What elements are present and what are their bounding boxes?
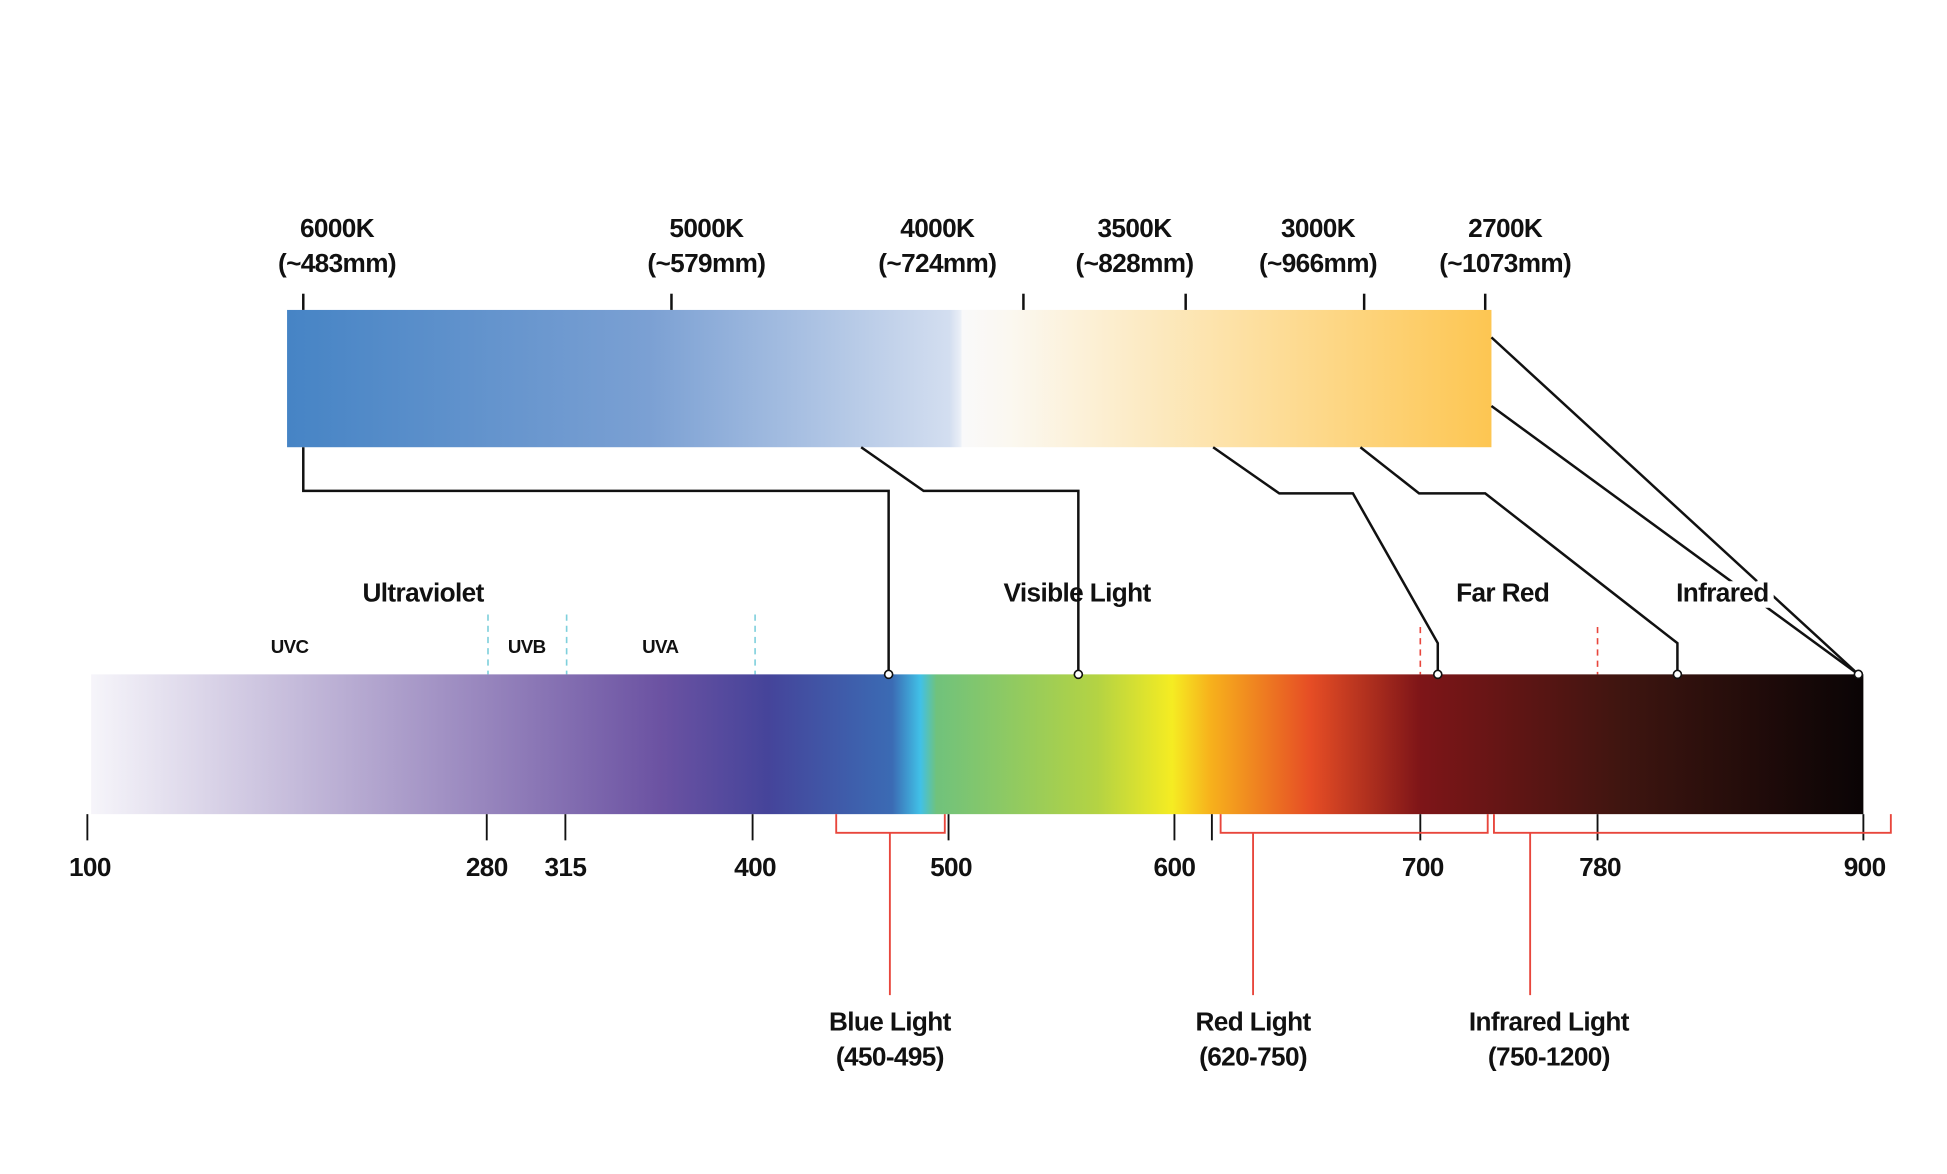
connector-dots xyxy=(883,669,1864,680)
red-dividers xyxy=(1419,626,1599,675)
kelvin-label: 6000K xyxy=(300,213,375,243)
uv-band-label: UVC xyxy=(271,636,309,657)
scale-label: 780 xyxy=(1579,852,1621,882)
range-values: (620-750) xyxy=(1199,1042,1307,1072)
kelvin-label: 2700K xyxy=(1468,213,1543,243)
range-values: (450-495) xyxy=(836,1042,944,1072)
range-name: Infrared Light xyxy=(1469,1007,1630,1037)
wavelength-label: (~483mm) xyxy=(278,248,396,278)
range-name: Red Light xyxy=(1196,1007,1312,1037)
uv-band-label: UVB xyxy=(508,636,546,657)
scale-ticks xyxy=(86,814,1865,841)
uv-band-label: UVA xyxy=(642,636,679,657)
region-label: Infrared xyxy=(1676,577,1769,607)
scale-label: 700 xyxy=(1402,852,1444,882)
scale-label: 400 xyxy=(734,852,776,882)
wavelength-label: (~966mm) xyxy=(1259,248,1377,278)
wavelength-label: (~724mm) xyxy=(878,248,996,278)
scale-label: 315 xyxy=(544,852,586,882)
region-label: Visible Light xyxy=(1004,577,1152,607)
scale-label: 100 xyxy=(69,852,111,882)
scale-label: 600 xyxy=(1154,852,1196,882)
kelvin-label: 5000K xyxy=(669,213,744,243)
scale-label: 500 xyxy=(930,852,972,882)
region-label: Far Red xyxy=(1456,577,1549,607)
wavelength-label: (~579mm) xyxy=(647,248,765,278)
connectors xyxy=(302,336,1860,676)
spectrum-bar xyxy=(91,674,1864,815)
range-values: (750-1200) xyxy=(1488,1042,1610,1072)
top-ticks xyxy=(302,293,1487,310)
wavelength-label: (~828mm) xyxy=(1075,248,1193,278)
scale-label: 900 xyxy=(1844,852,1886,882)
scale-label: 280 xyxy=(466,852,508,882)
color-temp-bar xyxy=(287,309,1492,448)
region-label: Ultraviolet xyxy=(362,577,484,607)
kelvin-label: 3500K xyxy=(1097,213,1172,243)
kelvin-label: 3000K xyxy=(1281,213,1356,243)
kelvin-label: 4000K xyxy=(900,213,975,243)
range-name: Blue Light xyxy=(829,1007,952,1037)
wavelength-label: (~1073mm) xyxy=(1439,248,1571,278)
uv-dividers xyxy=(487,614,756,675)
range-brackets xyxy=(835,814,1892,996)
